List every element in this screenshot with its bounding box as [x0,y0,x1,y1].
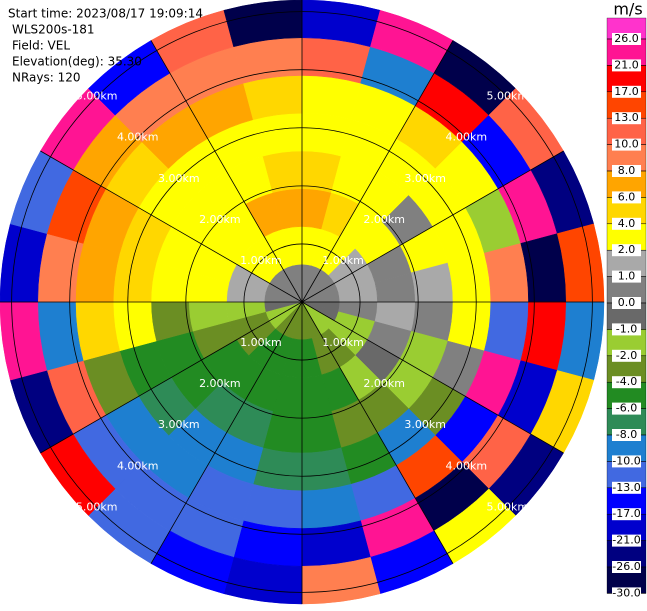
colorbar-label-bg [612,402,641,415]
colorbar-label-bg [612,323,641,336]
spoke [301,301,454,564]
colorbar-label: 6.0 [618,190,636,203]
colorbar-label: 13.0 [614,111,639,124]
colorbar-label: -4.0 [616,375,637,388]
range-ring-label: 3.00km [158,172,200,185]
colorbar-label-bg [612,534,641,547]
range-ring-label: 3.00km [158,418,200,431]
colorbar-label: -17.0 [612,507,640,520]
annotation: Elevation(deg): 35.30 [12,55,142,69]
range-ring-label: 5.00km [487,90,529,103]
velocity-cell [243,484,303,529]
colorbar-label: 26.0 [614,32,639,45]
annotation: Field: VEL [12,39,70,53]
range-ring-label: 3.00km [404,172,446,185]
colorbar-label: 10.0 [614,138,639,151]
range-ring-label: 1.00km [240,254,282,267]
colorbar-label: -21.0 [612,534,640,547]
colorbar-label-bg [612,455,641,468]
colorbar-label: -26.0 [612,560,640,573]
range-ring [11,11,593,593]
colorbar-label-bg [612,217,641,230]
range-ring-label: 4.00km [117,459,159,472]
colorbar-label-bg [612,270,641,283]
range-ring-label: 4.00km [117,131,159,144]
range-ring-label: 4.00km [445,459,487,472]
colorbar-label-bg [612,587,641,600]
colorbar-label-bg [612,376,641,389]
spoke [301,301,564,454]
range-ring-label: 2.00km [199,213,241,226]
colorbar-label: 0.0 [618,296,636,309]
range-ring-label: 1.00km [322,254,364,267]
colorbar-label-bg [612,165,641,177]
spoke [301,150,564,303]
spoke [40,301,303,454]
colorbar-label: -8.0 [616,428,637,441]
colorbar-label: -6.0 [616,402,637,415]
colorbar-label: -2.0 [616,349,637,362]
colorbar-label-bg [612,59,641,72]
colorbar-label: -30.0 [612,586,640,599]
range-ring [69,69,535,535]
range-ring-label: 4.00km [445,131,487,144]
colorbar-label: 2.0 [618,243,636,256]
colorbar-label: -10.0 [612,454,640,467]
annotation: Start time: 2023/08/17 19:09:14 [8,7,203,21]
velocity-cell [75,301,120,361]
range-ring-label: 5.00km [76,90,118,103]
velocity-cell [75,243,120,303]
annotation: WLS200s-181 [12,23,95,37]
colorbar-label-bg [612,508,641,521]
colorbar-label: 17.0 [614,85,639,98]
colorbar-label-bg [612,191,641,204]
spoke [150,40,303,303]
range-ring-label: 2.00km [363,377,405,390]
range-ring-label: 1.00km [322,336,364,349]
velocity-cell [301,484,361,529]
range-ring-label: 2.00km [363,213,405,226]
colorbar-label: 1.0 [618,270,636,283]
spoke [150,301,303,564]
overlay: 1.00km 1.00km 1.00km 1.00km 2.00km 2.00km 2.00… [0,0,604,604]
colorbar-title: m/s [613,0,642,19]
colorbar-label: 4.0 [618,217,636,230]
velocity-cell [301,75,361,120]
colorbar-label: -13.0 [612,481,640,494]
colorbar-label-bg [612,244,641,257]
velocity-cell [484,301,529,361]
colorbar-label-bg [612,297,641,309]
range-ring-label: 5.00km [487,500,529,513]
annotation: NRays: 120 [12,71,81,85]
colorbar-label: 8.0 [618,164,636,177]
range-ring-label: 1.00km [240,336,282,349]
colorbar-label-bg [612,138,641,151]
range-ring-label: 5.00km [76,500,118,513]
range-ring [185,185,419,419]
range-ring [127,127,477,477]
colorbar-label: 21.0 [614,58,639,71]
colorbar-label: -1.0 [616,322,637,335]
colorbar-label-bg [612,33,641,45]
colorbar-label-bg [612,481,641,494]
colorbar-label-bg [612,85,641,98]
velocity-cell [243,75,303,120]
colorbar-label-bg [612,112,641,125]
range-ring [243,243,361,361]
range-ring-label: 3.00km [404,418,446,431]
velocity-cell [484,243,529,303]
colorbar-label-bg [612,349,641,362]
range-ring-label: 2.00km [199,377,241,390]
colorbar-label-bg [612,561,641,573]
spoke [40,150,303,303]
spoke [301,40,454,303]
colorbar-label-bg [612,429,641,441]
